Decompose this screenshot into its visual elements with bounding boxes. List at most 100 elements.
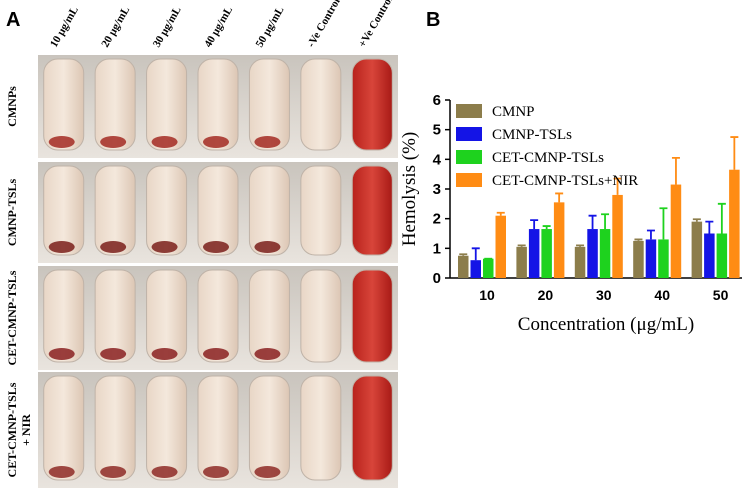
pellet — [203, 136, 229, 148]
tube — [197, 165, 239, 256]
panel-label: B — [426, 9, 440, 31]
tube — [146, 58, 188, 151]
tube — [43, 269, 85, 363]
error-bar — [530, 219, 539, 230]
error-bar — [517, 244, 526, 247]
tube — [351, 165, 393, 256]
tube — [146, 165, 188, 256]
tube — [43, 375, 85, 481]
column-label: 30 μg/mL — [151, 4, 184, 49]
error-bar — [646, 229, 655, 240]
y-tick-label: 1 — [433, 240, 441, 257]
x-tick-label: 30 — [596, 287, 612, 303]
bar — [587, 229, 598, 278]
tube — [351, 269, 393, 363]
error-bar — [613, 177, 622, 195]
error-bar — [601, 213, 610, 230]
tube — [300, 58, 342, 151]
error-bar — [459, 253, 468, 256]
tube — [248, 269, 290, 363]
pellet — [151, 241, 178, 253]
legend-label: CET-CMNP-TSLs — [492, 150, 604, 166]
row-label: + NIR — [19, 414, 33, 446]
tube — [351, 58, 393, 151]
y-tick-label: 4 — [433, 151, 442, 168]
row-label: CET-CMNP-TSLs — [5, 382, 19, 477]
pellet — [100, 348, 127, 360]
error-bar — [659, 207, 668, 240]
bar — [528, 229, 540, 278]
legend-swatch — [456, 127, 482, 141]
pellet — [254, 241, 281, 253]
error-bar — [705, 220, 714, 234]
pellet — [254, 136, 281, 148]
row-label: CET-CMNP-TSLs — [5, 270, 19, 365]
pellet — [48, 241, 75, 253]
panel-label: A — [6, 9, 20, 31]
x-tick-label: 50 — [713, 287, 729, 303]
bar — [483, 258, 494, 278]
bar — [516, 246, 527, 278]
tube — [43, 58, 85, 151]
tube — [351, 375, 393, 481]
error-bar — [542, 225, 551, 230]
legend-swatch — [456, 173, 482, 187]
bar — [729, 169, 740, 278]
legend-label: CET-CMNP-TSLs+NIR — [492, 173, 638, 189]
tube — [197, 269, 239, 363]
column-label: 20 μg/mL — [99, 4, 132, 49]
tube — [94, 58, 136, 151]
x-tick-label: 20 — [538, 287, 554, 303]
error-bar — [692, 218, 701, 222]
y-tick-label: 0 — [433, 270, 441, 287]
tube — [300, 165, 342, 256]
row-label: CMNP-TSLs — [5, 179, 19, 247]
bar — [612, 194, 623, 278]
bar — [704, 233, 715, 278]
x-axis-label: Concentration (μg/mL) — [518, 314, 694, 335]
bar — [495, 215, 506, 278]
bar — [716, 233, 728, 278]
bar — [553, 202, 565, 278]
error-bar — [717, 202, 726, 234]
legend-label: CMNP-TSLs — [492, 127, 572, 143]
pellet — [254, 348, 281, 360]
pellet — [151, 136, 178, 148]
bar — [574, 246, 586, 278]
bar — [599, 229, 611, 278]
pellet — [100, 241, 127, 253]
tube — [146, 269, 188, 363]
bar — [541, 229, 552, 278]
bar — [633, 240, 644, 278]
y-tick-label: 6 — [433, 92, 441, 109]
legend-swatch — [456, 150, 482, 164]
pellet — [254, 466, 281, 478]
bar — [658, 239, 669, 278]
tube — [248, 375, 290, 481]
pellet — [48, 348, 75, 360]
pellet — [100, 466, 127, 478]
error-bar — [588, 214, 597, 230]
tube — [197, 375, 239, 481]
column-label: 50 μg/mL — [254, 4, 287, 49]
y-axis-label: Hemolysis (%) — [399, 132, 420, 247]
tube — [197, 58, 239, 151]
tube — [300, 375, 342, 481]
bar — [470, 260, 481, 278]
y-tick-label: 5 — [433, 122, 441, 139]
y-tick-label: 3 — [433, 181, 441, 198]
tube — [94, 269, 136, 363]
bar — [691, 221, 703, 278]
legend-swatch — [456, 104, 482, 118]
column-label: +Ve Control — [356, 0, 395, 49]
error-bar — [555, 192, 564, 203]
photo-panel: 10 μg/mL 20 μg/mL 30 μg/mL 40 μg/mL 50 μg/mL… — [5, 0, 398, 488]
column-label: 10 μg/mL — [48, 4, 81, 49]
tube — [248, 165, 290, 256]
column-label: -Ve Control — [305, 0, 343, 49]
row-label: CMNPs — [5, 86, 19, 127]
y-tick-label: 2 — [433, 211, 441, 228]
bar — [645, 239, 657, 278]
pellet — [48, 466, 75, 478]
error-bar — [671, 156, 680, 185]
